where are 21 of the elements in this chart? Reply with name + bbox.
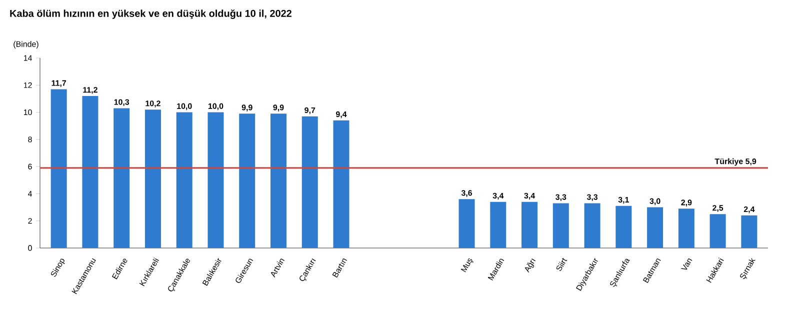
chart-title: Kaba ölüm hızının en yüksek ve en düşük olduğu 10 il, 2022: [10, 10, 292, 19]
bar: [647, 207, 664, 248]
bar: [270, 114, 286, 248]
bar: [458, 199, 475, 248]
bar: [552, 203, 569, 248]
bar: [302, 116, 318, 248]
bar: [584, 203, 600, 248]
bar: [208, 112, 224, 248]
bar: [710, 214, 726, 248]
bar: [114, 108, 130, 248]
bar: [741, 215, 758, 248]
bar: [50, 89, 67, 248]
bar: [616, 206, 632, 248]
bar: [176, 112, 192, 248]
bar: [82, 96, 98, 248]
bar: [144, 110, 161, 248]
bar: [333, 120, 350, 248]
bar: [678, 208, 694, 248]
bar: [239, 114, 256, 248]
bar: [490, 202, 506, 248]
bar: [522, 202, 538, 248]
